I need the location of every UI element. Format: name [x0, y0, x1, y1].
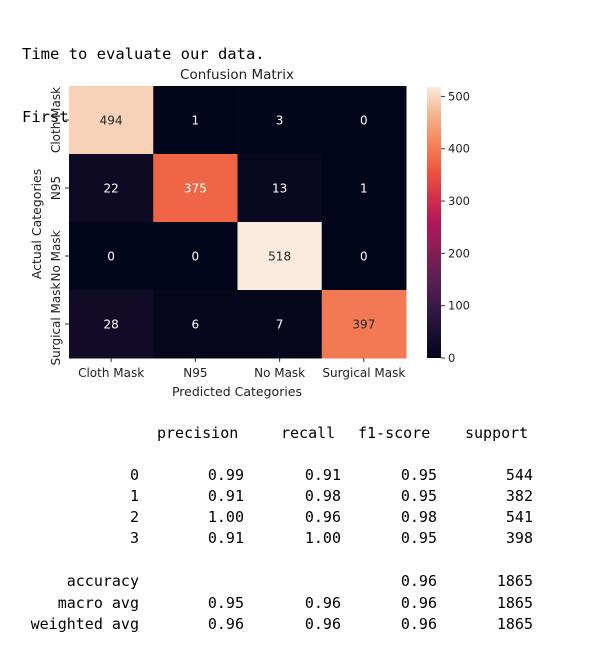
chart-title: Confusion Matrix — [180, 67, 294, 83]
cell-value-label: 1 — [192, 114, 200, 128]
report-cell-support: 398 — [505, 529, 533, 547]
report-cell-label: 2 — [129, 508, 139, 526]
y-tick-label: Surgical Mask — [49, 282, 63, 365]
report-cell-support: 544 — [505, 466, 533, 484]
heatmap-cell — [321, 154, 407, 223]
report-cell-precision: 0.91 — [207, 487, 244, 505]
report-cell-precision: 0.99 — [207, 466, 244, 484]
colorbar-tick-label: 300 — [448, 194, 470, 208]
x-tick-label: Surgical Mask — [322, 366, 405, 380]
report-cell-f1-score: 0.96 — [400, 615, 437, 633]
cell-value-label: 28 — [103, 318, 118, 332]
report-cell-f1-score: 0.95 — [400, 487, 437, 505]
report-cell-f1-score: 0.95 — [400, 529, 437, 547]
x-tick-label: N95 — [183, 366, 207, 380]
y-tick-label: No Mask — [49, 230, 63, 281]
report-cell-recall: 0.91 — [304, 466, 341, 484]
x-tick-label: No Mask — [254, 366, 305, 380]
report-cell-label: weighted avg — [30, 615, 139, 633]
cell-value-label: 494 — [100, 114, 123, 128]
heatmap-cell — [237, 154, 323, 223]
cell-value-label: 6 — [192, 318, 200, 332]
report-cell-f1-score: 0.95 — [400, 466, 437, 484]
header-support: support — [465, 424, 529, 442]
colorbar-tick-label: 200 — [448, 246, 470, 260]
report-cell-f1-score: 0.96 — [400, 594, 437, 612]
report-cell-precision: 0.96 — [207, 615, 244, 633]
report-cell-label: 1 — [129, 487, 139, 505]
report-cell-recall: 0.96 — [304, 615, 341, 633]
cell-value-label: 0 — [360, 114, 368, 128]
cell-value-label: 13 — [272, 182, 287, 196]
cell-value-label: 22 — [103, 182, 118, 196]
heatmap-cell — [69, 86, 154, 155]
heatmap-cell — [321, 290, 407, 359]
report-cell-recall: 1.00 — [304, 529, 341, 547]
cell-value-label: 397 — [352, 318, 375, 332]
header-precision: precision — [157, 424, 239, 442]
report-cell-f1-score: 0.96 — [400, 572, 437, 590]
confusion-matrix-heatmap: Confusion Matrix 494 1 3 022 375 13 10 0 518 028 6… — [29, 67, 470, 399]
report-cell-recall: 0.96 — [304, 594, 341, 612]
heatmap-cell — [69, 154, 154, 223]
heatmap-cell — [153, 290, 238, 359]
report-cell-recall: 0.96 — [304, 508, 341, 526]
report-cell-precision: 0.91 — [207, 529, 244, 547]
colorbar-tick-label: 0 — [448, 351, 455, 365]
report-cell-label: macro avg — [57, 594, 139, 612]
heatmap-cell — [321, 222, 407, 291]
colorbar-tick-label: 100 — [448, 299, 470, 313]
heatmap-cell — [153, 222, 238, 291]
cell-value-label: 1 — [360, 182, 368, 196]
x-tick-label: Cloth Mask — [78, 366, 144, 380]
output-line-1: Time to evaluate our data. — [22, 45, 265, 63]
colorbar-tick-label: 400 — [448, 142, 470, 156]
heatmap-cell — [153, 154, 238, 223]
heatmap-cell — [69, 222, 154, 291]
report-cell-precision: 0.95 — [207, 594, 244, 612]
colorbar — [427, 87, 441, 358]
report-cell-recall: 0.98 — [304, 487, 341, 505]
report-cell-f1-score: 0.98 — [400, 508, 437, 526]
cell-value-label: 518 — [268, 250, 291, 264]
x-axis-label: Predicted Categories — [172, 384, 302, 399]
report-cell-label: accuracy — [66, 572, 139, 590]
report-cell-label: 3 — [129, 529, 139, 547]
heatmap-cell — [321, 86, 407, 155]
header-f1-score: f1-score — [358, 424, 431, 442]
report-cell-precision: 1.00 — [207, 508, 244, 526]
report-cell-support: 1865 — [496, 572, 533, 590]
cell-value-label: 0 — [360, 250, 368, 264]
y-tick-label: Cloth Mask — [49, 87, 63, 153]
report-cell-support: 1865 — [496, 615, 533, 633]
heatmap-cell — [237, 222, 323, 291]
colorbar-tick-label: 500 — [448, 89, 470, 103]
report-cell-label: 0 — [129, 466, 139, 484]
report-cell-support: 382 — [505, 487, 533, 505]
report-cell-support: 1865 — [496, 594, 533, 612]
report-cell-support: 541 — [505, 508, 533, 526]
cell-value-label: 0 — [107, 250, 115, 264]
cell-value-label: 0 — [192, 250, 200, 264]
heatmap-cell — [237, 86, 323, 155]
heatmap-cell — [69, 290, 154, 359]
y-tick-label: N95 — [49, 176, 63, 200]
y-axis-label: Actual Categories — [29, 169, 44, 280]
cell-value-label: 3 — [276, 114, 284, 128]
cell-value-label: 375 — [184, 182, 207, 196]
heatmap-cell — [153, 86, 238, 155]
heatmap-cell — [237, 290, 323, 359]
cell-value-label: 7 — [276, 318, 284, 332]
header-recall: recall — [281, 424, 336, 442]
